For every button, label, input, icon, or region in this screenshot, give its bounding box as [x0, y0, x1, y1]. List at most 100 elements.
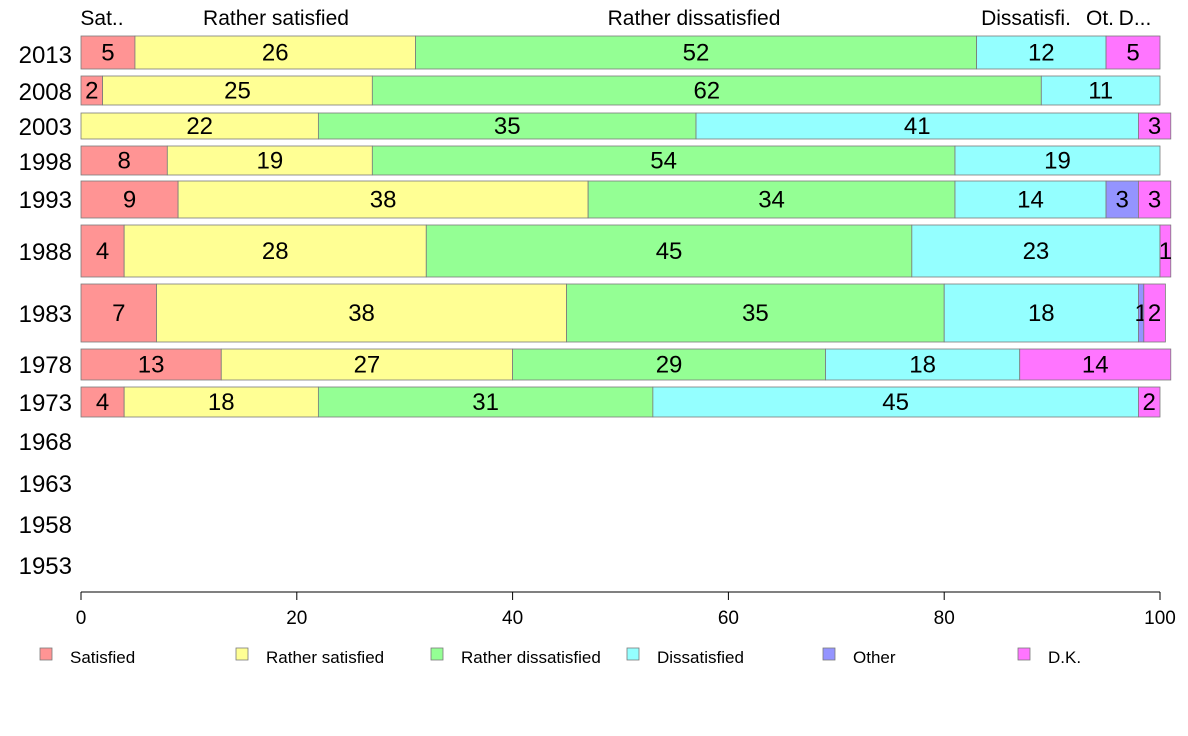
legend-label: D.K.	[1048, 648, 1081, 667]
segment-label: 19	[256, 148, 283, 175]
bar-segment	[80, 386, 125, 418]
bar-segment	[80, 283, 157, 343]
column-header: Dissatisfi.	[981, 7, 1071, 30]
segment-label: 31	[472, 389, 499, 416]
column-header: Rather dissatisfied	[608, 7, 781, 30]
x-axis: 0 20 40 60 80 100	[76, 591, 1176, 629]
year-label: 1973	[19, 390, 72, 417]
legend-swatch	[430, 647, 444, 661]
segment-label: 3	[1148, 187, 1161, 214]
x-tick-label: 0	[76, 608, 87, 629]
year-label: 1998	[19, 149, 72, 176]
year-label: 2008	[19, 79, 72, 106]
year-label: 2013	[19, 42, 72, 69]
bar-segment	[415, 35, 977, 70]
segment-label: 62	[693, 78, 720, 105]
bar-segment	[80, 180, 179, 219]
bar-segment	[652, 386, 1139, 418]
segment-label: 3	[1116, 187, 1129, 214]
legend-label: Other	[853, 648, 896, 667]
segment-label: 29	[656, 352, 683, 379]
segment-label: 22	[186, 113, 213, 140]
legend-label: Rather satisfied	[266, 648, 384, 667]
bar-segment	[695, 112, 1139, 140]
bar-segment	[911, 224, 1161, 278]
year-label: 1978	[19, 352, 72, 379]
segment-label: 54	[650, 148, 677, 175]
bar-segment	[425, 224, 913, 278]
bar-segment	[134, 35, 416, 70]
segment-label: 8	[117, 148, 130, 175]
segment-label: 28	[262, 238, 289, 265]
year-label: 1963	[19, 471, 72, 498]
column-header: Rather satisfied	[203, 7, 349, 30]
legend-label: Satisfied	[70, 648, 135, 667]
segment-label: 3	[1148, 113, 1161, 140]
segment-label: 26	[262, 40, 289, 67]
x-tick-label: 80	[934, 608, 955, 629]
bar-segment	[1040, 75, 1161, 106]
x-tick-label: 60	[718, 608, 739, 629]
segment-label: 4	[96, 238, 109, 265]
column-header: D...	[1119, 7, 1152, 30]
segment-label: 2	[85, 78, 98, 105]
bar-segment	[1019, 348, 1172, 381]
year-label: 2003	[19, 114, 72, 141]
segment-label: 2	[1143, 389, 1156, 416]
bar-segment	[317, 112, 697, 140]
legend-swatch	[626, 647, 640, 661]
segment-label: 41	[904, 113, 931, 140]
year-label: 1968	[19, 429, 72, 456]
segment-label: 11	[1088, 78, 1113, 105]
bar-segment	[1138, 386, 1161, 418]
year-label: 1983	[19, 301, 72, 328]
bar-segment	[123, 386, 319, 418]
segment-label: 7	[112, 300, 125, 327]
bar-segment	[80, 348, 222, 381]
segment-label: 5	[101, 40, 114, 67]
bar-segment	[1159, 224, 1172, 278]
segment-label: 52	[683, 40, 710, 67]
bar-segment	[80, 112, 319, 140]
segment-label: 27	[354, 352, 381, 379]
legend-swatch	[1017, 647, 1031, 661]
segment-label: 19	[1044, 148, 1071, 175]
segment-label: 2	[1148, 300, 1161, 327]
year-label: 1988	[19, 239, 72, 266]
bar-segment	[80, 35, 136, 70]
legend-swatch	[235, 647, 249, 661]
bar-segment	[80, 145, 168, 176]
segment-label: 45	[656, 238, 683, 265]
x-tick-label: 20	[286, 608, 307, 629]
segment-label: 34	[758, 187, 785, 214]
bar-segment	[317, 386, 654, 418]
column-header: Ot.	[1086, 7, 1114, 30]
segment-label: 5	[1126, 40, 1139, 67]
legend-label: Dissatisfied	[657, 648, 744, 667]
segment-label: 9	[123, 187, 136, 214]
x-tick-label: 100	[1144, 608, 1176, 629]
bar-segment	[1105, 35, 1161, 70]
bar-segment	[80, 224, 125, 278]
bar-segment	[1105, 180, 1139, 219]
bar-segment	[976, 35, 1107, 70]
segment-label: 4	[96, 389, 109, 416]
segment-label: 18	[208, 389, 235, 416]
legend-swatch	[822, 647, 836, 661]
bar-segment	[825, 348, 1021, 381]
legend-swatch	[39, 647, 53, 661]
segment-label: 38	[370, 187, 397, 214]
bar-segment	[177, 180, 589, 219]
bar-segment	[954, 145, 1161, 176]
year-label: 1958	[19, 512, 72, 539]
segment-label: 23	[1023, 238, 1050, 265]
bar-segment	[1143, 283, 1166, 343]
year-label: 1993	[19, 187, 72, 214]
bar-segment	[123, 224, 427, 278]
bar-segment	[156, 283, 567, 343]
legend-label: Rather dissatisfied	[461, 648, 601, 667]
segment-label: 12	[1028, 40, 1055, 67]
x-tick-label: 40	[502, 608, 523, 629]
